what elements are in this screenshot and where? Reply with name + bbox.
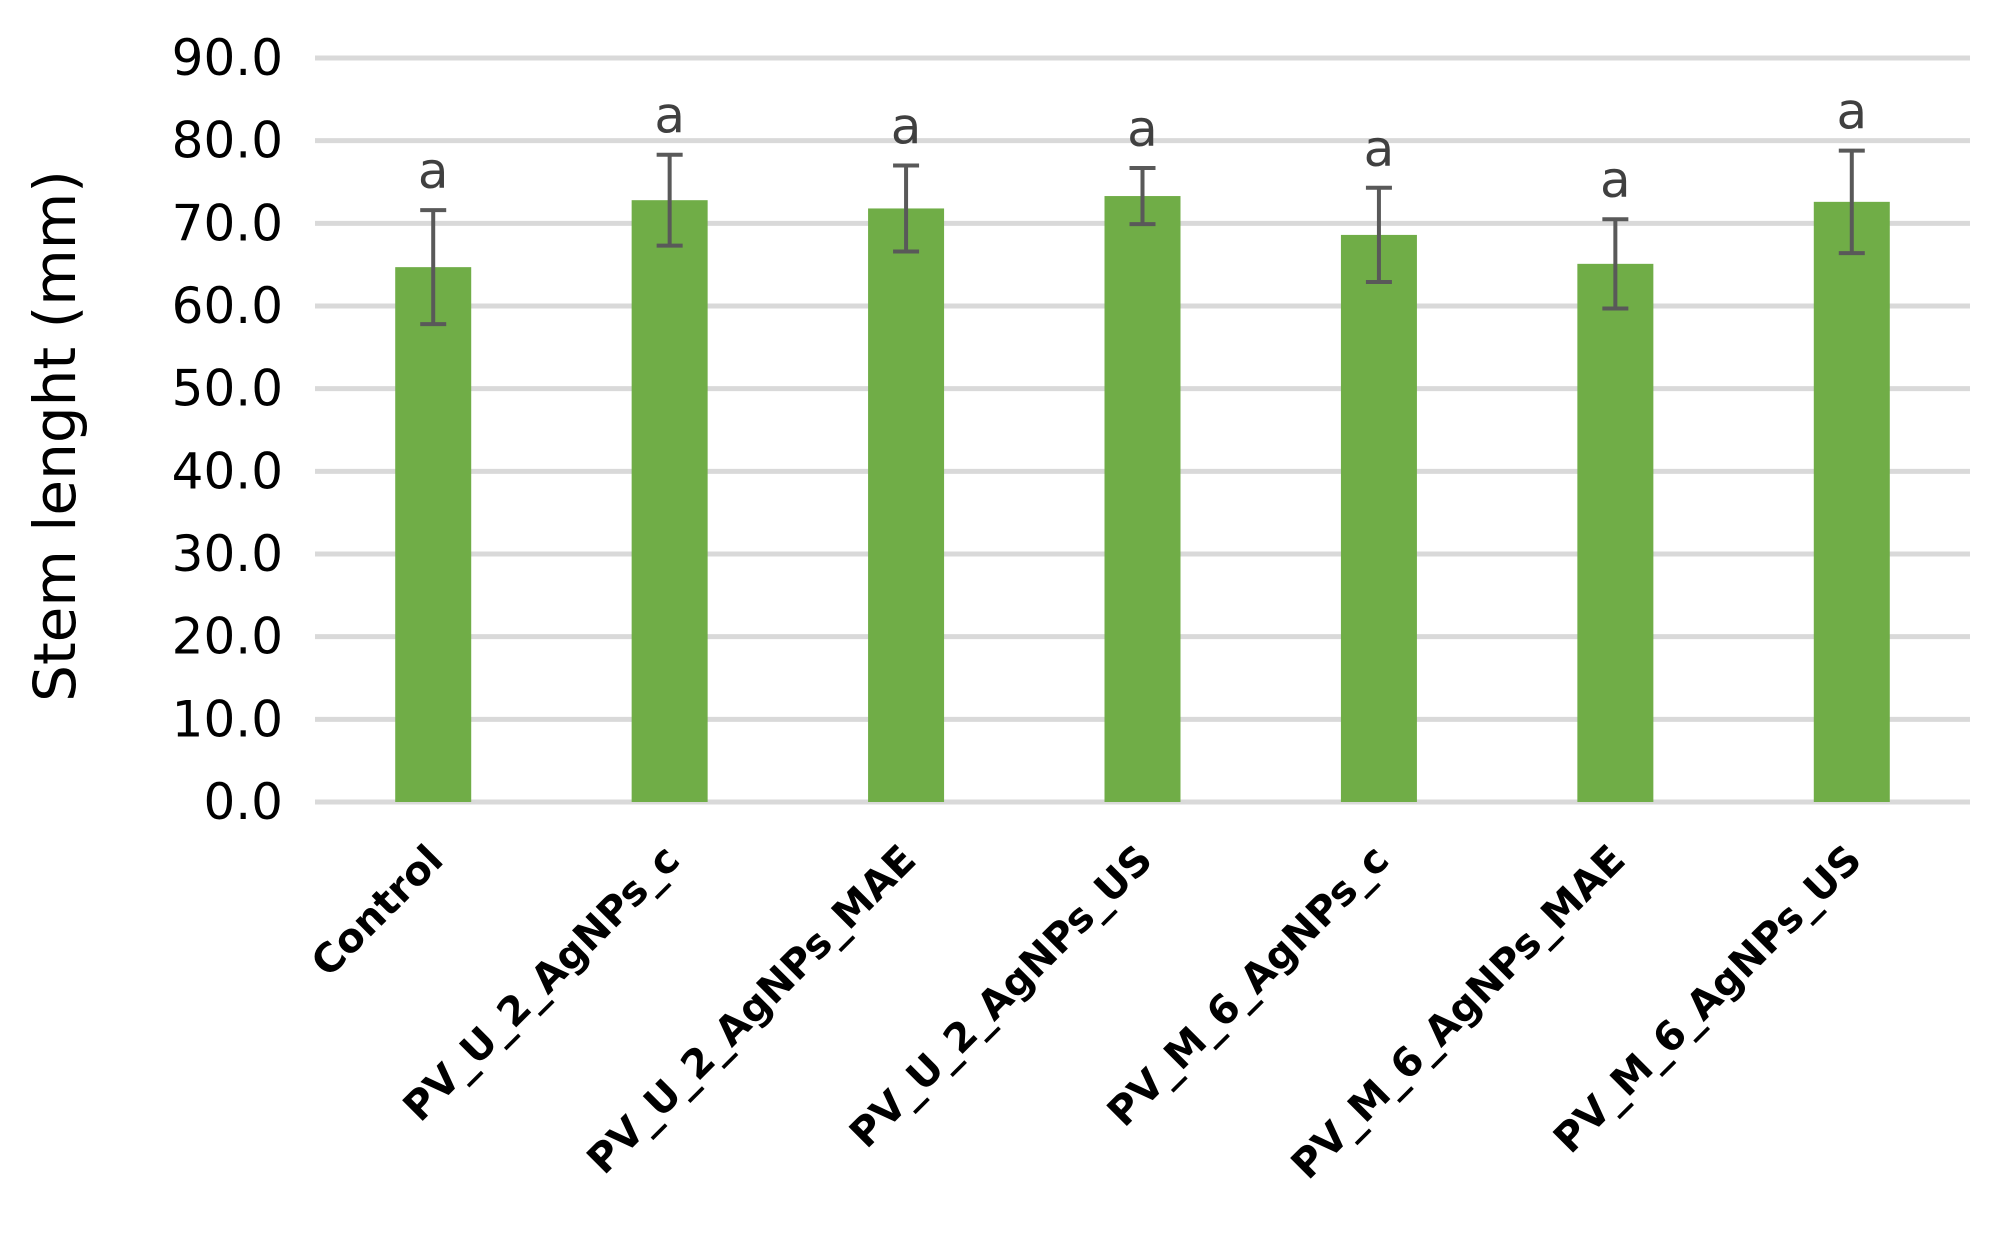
bars (395, 196, 1890, 803)
bar (1340, 234, 1417, 802)
y-tick-label: 50.0 (172, 360, 283, 418)
bar (868, 208, 945, 802)
significance-letter: a (1600, 151, 1631, 209)
x-axis-ticks: ControlPV_U_2_AgNPs_cPV_U_2_AgNPs_MAEPV_… (303, 837, 1871, 1189)
x-tick-label: Control (303, 837, 452, 986)
y-tick-label: 30.0 (172, 525, 283, 583)
bar (631, 200, 708, 803)
y-tick-label: 70.0 (172, 194, 283, 252)
y-tick-label: 10.0 (172, 690, 283, 748)
error-bars (420, 148, 1865, 327)
y-tick-label: 0.0 (203, 773, 283, 831)
significance-letter: a (891, 97, 922, 155)
significance-labels: a a a a a a a (418, 83, 1867, 210)
y-tick-label: 60.0 (172, 277, 283, 335)
significance-letter: a (1836, 83, 1867, 141)
significance-letter: a (418, 142, 449, 200)
significance-letter: a (1127, 100, 1158, 158)
bar (395, 267, 472, 802)
y-tick-label: 90.0 (172, 29, 283, 87)
y-tick-label: 40.0 (172, 442, 283, 500)
bar (1577, 263, 1654, 803)
y-axis-label: Stem lenght (mm) (21, 170, 89, 702)
bar (1104, 196, 1181, 802)
y-tick-label: 20.0 (172, 608, 283, 666)
bar (1813, 201, 1890, 803)
significance-letter: a (654, 87, 685, 145)
significance-letter: a (1364, 120, 1395, 178)
y-tick-label: 80.0 (172, 112, 283, 170)
y-axis-ticks: 0.0 10.0 20.0 30.0 40.0 50.0 60.0 70.0 80.0 90.0 (172, 29, 283, 831)
